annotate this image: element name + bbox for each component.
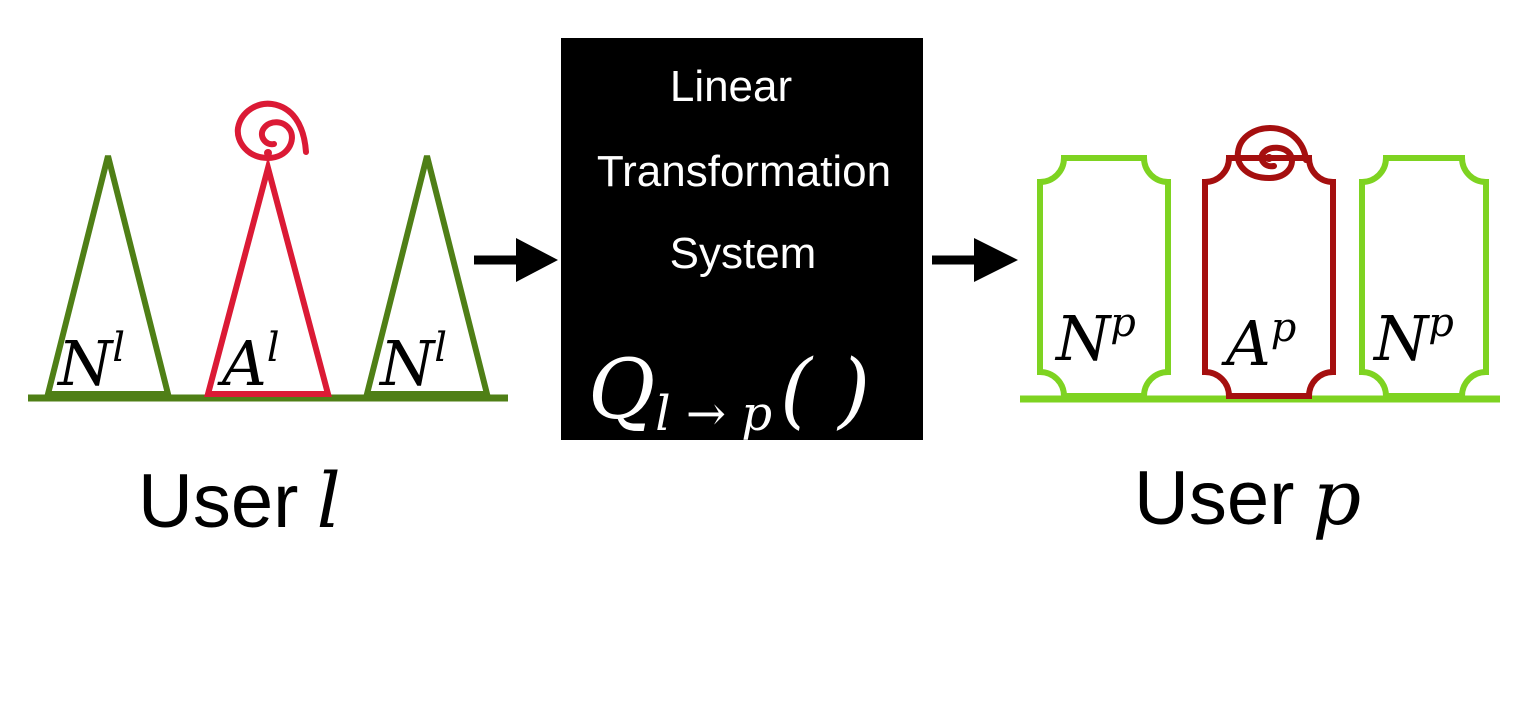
left-normal-triangle-1 [44, 155, 172, 397]
left-normal-triangle-2 [363, 155, 491, 397]
left-normal-label-2: Nl [378, 325, 447, 400]
system-title-line1: Linear [670, 62, 792, 111]
right-spiral-center [1265, 154, 1273, 162]
right-anomaly-ticket [1202, 155, 1336, 399]
arrow-box-to-right [932, 238, 1018, 282]
right-anomaly-label: Ap [1221, 305, 1296, 380]
system-title-line3: System [670, 229, 817, 278]
arrow-head-icon [974, 238, 1018, 282]
left-spiral-icon [234, 100, 309, 161]
right-user-label: User p [1134, 453, 1361, 542]
right-user-group: Np Ap Np User p [1020, 124, 1500, 542]
right-normal-ticket-1 [1037, 155, 1171, 399]
system-box-background [561, 38, 923, 440]
left-user-label: User l [138, 456, 341, 545]
left-anomaly-label: Al [217, 325, 280, 400]
system-function-label: Ql → p( ) [588, 343, 870, 442]
left-spiral-center [264, 149, 272, 157]
right-normal-label-2: Np [1372, 300, 1454, 375]
left-anomaly-triangle [204, 156, 332, 397]
arrow-left-to-box [474, 238, 558, 282]
right-normal-label-1: Np [1054, 300, 1136, 375]
arrow-head-icon [516, 238, 558, 282]
system-title-line2: Transformation [597, 147, 891, 196]
right-normal-ticket-2 [1359, 155, 1489, 399]
left-normal-label-1: Nl [56, 325, 125, 400]
left-user-group: Nl Al Nl User l [28, 100, 508, 545]
transformation-system-box: Linear Transformation System Ql → p( ) [561, 38, 923, 442]
right-spiral-icon [1234, 124, 1309, 181]
